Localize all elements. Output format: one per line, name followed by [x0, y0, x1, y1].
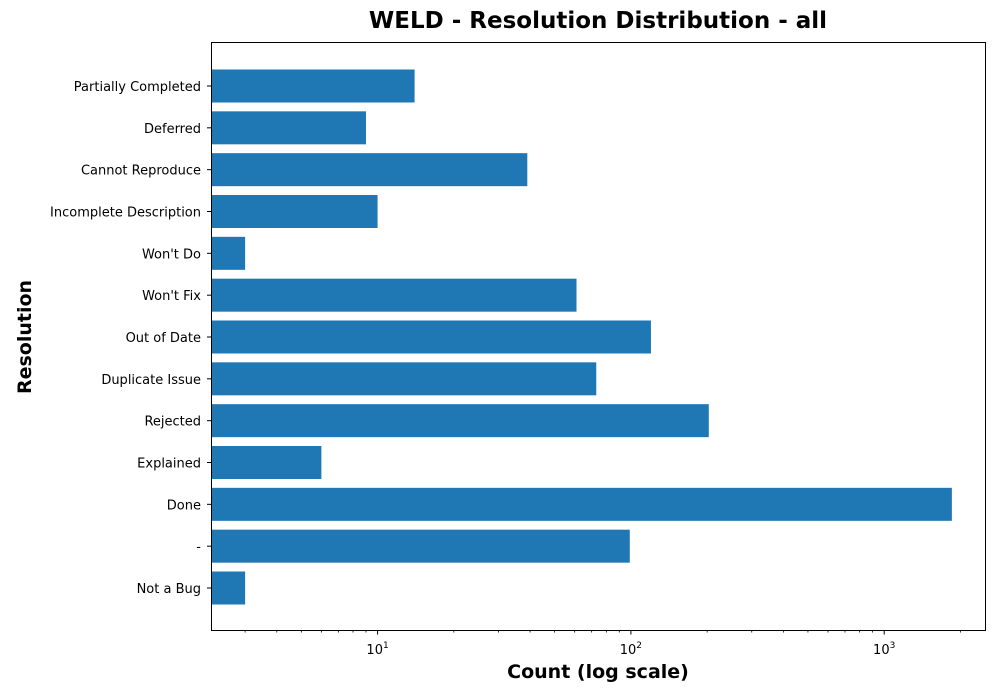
y-tick-label: - — [196, 540, 201, 555]
x-tick-label: 101 — [366, 641, 388, 658]
x-ticks-group: 101 102 103 — [244, 630, 961, 658]
bar-12 — [211, 571, 246, 605]
y-tick-label: Not a Bug — [137, 582, 201, 597]
bar-7 — [211, 362, 597, 396]
bar-6 — [211, 320, 651, 354]
y-tick-label: Deferred — [144, 122, 201, 137]
y-tick-label: Explained — [137, 457, 201, 472]
bar-9 — [211, 446, 322, 479]
bar-11 — [211, 529, 630, 563]
x-axis-label: Count (log scale) — [507, 661, 689, 683]
bar-3 — [211, 195, 378, 228]
y-tick-label: Done — [167, 498, 201, 513]
bar-0 — [211, 69, 415, 103]
y-tick-label: Rejected — [144, 415, 201, 430]
chart-title: WELD - Resolution Distribution - all — [368, 8, 828, 34]
x-tick-label: 102 — [620, 641, 642, 658]
y-tick-label: Partially Completed — [74, 80, 201, 95]
plot-frame — [211, 42, 986, 631]
bar-4 — [211, 236, 246, 270]
y-tick-label: Duplicate Issue — [101, 373, 201, 388]
bars-group — [211, 69, 952, 605]
bar-5 — [211, 278, 577, 312]
y-tick-label: Won't Do — [142, 247, 201, 262]
y-tick-label: Incomplete Description — [50, 206, 201, 221]
y-tick-label: Cannot Reproduce — [81, 164, 201, 179]
y-ticks-group: Partially Completed Deferred Cannot Reprod… — [50, 80, 211, 597]
bar-10 — [211, 487, 952, 521]
y-tick-label: Won't Fix — [142, 289, 201, 304]
x-tick-label: 103 — [873, 641, 895, 658]
y-tick-label: Out of Date — [126, 331, 201, 346]
bar-8 — [211, 404, 709, 438]
bar-1 — [211, 111, 366, 145]
bar-2 — [211, 153, 528, 187]
